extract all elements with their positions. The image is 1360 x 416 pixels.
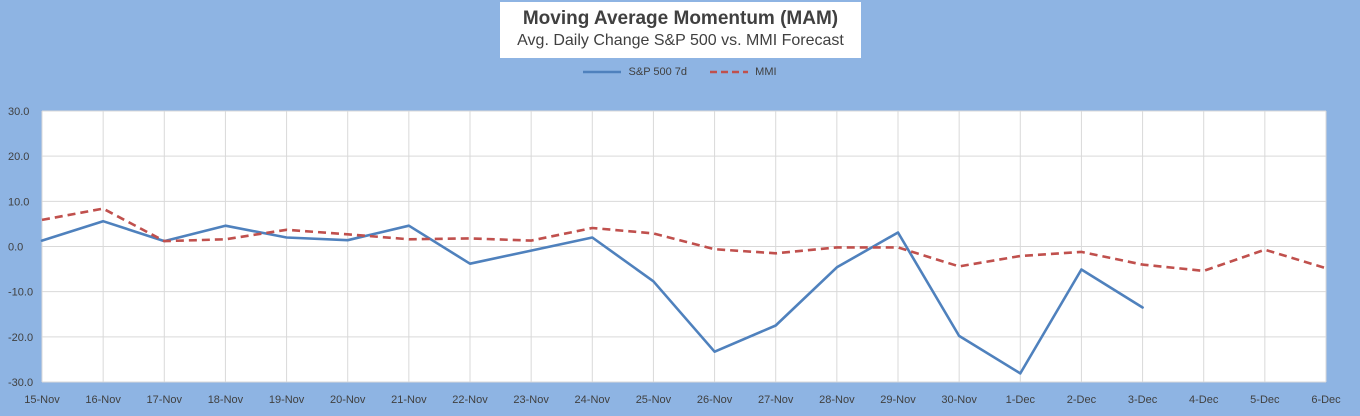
legend-line-dashed-icon xyxy=(710,70,749,74)
y-tick-label: 30.0 xyxy=(8,106,29,118)
x-tick-label: 22-Nov xyxy=(452,394,488,406)
x-tick-label: 21-Nov xyxy=(391,394,427,406)
series-lines xyxy=(40,207,1327,375)
legend-item-sp500: S&P 500 7d xyxy=(583,66,687,78)
y-tick-label: 20.0 xyxy=(8,151,29,163)
chart-title: Moving Average Momentum (MAM) xyxy=(522,8,839,29)
y-tick-label: 10.0 xyxy=(8,196,29,208)
chart-title-box: Moving Average Momentum (MAM) Avg. Daily… xyxy=(500,2,861,58)
x-tick-label: 2-Dec xyxy=(1067,394,1097,406)
legend-item-mmi: MMI xyxy=(710,66,777,79)
chart-legend: S&P 500 7d MMI xyxy=(0,66,1360,78)
y-tick-label: -10.0 xyxy=(8,287,33,299)
legend-label-sp500: S&P 500 7d xyxy=(628,66,688,79)
y-tick-label: -30.0 xyxy=(8,377,33,389)
x-tick-label: 30-Nov xyxy=(941,394,977,406)
x-tick-label: 15-Nov xyxy=(24,394,60,406)
x-tick-label: 28-Nov xyxy=(819,394,855,406)
x-tick-label: 19-Nov xyxy=(269,394,305,406)
legend-label-mmi: MMI xyxy=(755,66,777,79)
y-tick-label: -20.0 xyxy=(8,332,33,344)
x-tick-label: 17-Nov xyxy=(147,394,183,406)
horizontal-gridlines xyxy=(42,110,1326,383)
y-tick-label: 0.0 xyxy=(8,242,23,254)
x-tick-label: 1-Dec xyxy=(1006,394,1036,406)
x-tick-label: 18-Nov xyxy=(208,394,244,406)
x-tick-label: 27-Nov xyxy=(758,394,794,406)
chart-subtitle: Avg. Daily Change S&P 500 vs. MMI Foreca… xyxy=(517,32,844,49)
x-tick-label: 26-Nov xyxy=(697,394,733,406)
series-line-0 xyxy=(40,219,1144,375)
x-axis-tick-labels: 15-Nov 16-Nov 17-Nov 18-Nov 19-Nov 20-Nov 21-N… xyxy=(24,394,1341,406)
legend-line-solid-icon xyxy=(583,70,622,74)
x-tick-label: 20-Nov xyxy=(330,394,366,406)
series-line-1 xyxy=(41,207,1327,273)
x-tick-label: 3-Dec xyxy=(1128,394,1158,406)
x-tick-label: 24-Nov xyxy=(575,394,611,406)
x-tick-label: 5-Dec xyxy=(1250,394,1280,406)
x-tick-label: 25-Nov xyxy=(636,394,672,406)
x-tick-label: 4-Dec xyxy=(1189,394,1219,406)
y-axis-tick-labels: 30.0 20.0 10.0 0.0 -10.0 -20.0 -30.0 xyxy=(8,106,33,389)
x-tick-label: 16-Nov xyxy=(85,394,121,406)
x-tick-label: 23-Nov xyxy=(513,394,549,406)
x-tick-label: 29-Nov xyxy=(880,394,916,406)
x-tick-label: 6-Dec xyxy=(1311,394,1341,406)
